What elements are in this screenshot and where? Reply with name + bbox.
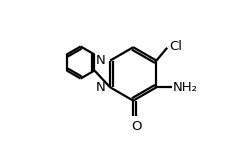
Text: O: O [131, 120, 141, 133]
Text: N: N [96, 81, 105, 94]
Text: Cl: Cl [169, 40, 182, 53]
Text: NH₂: NH₂ [173, 81, 198, 94]
Text: N: N [96, 54, 105, 67]
